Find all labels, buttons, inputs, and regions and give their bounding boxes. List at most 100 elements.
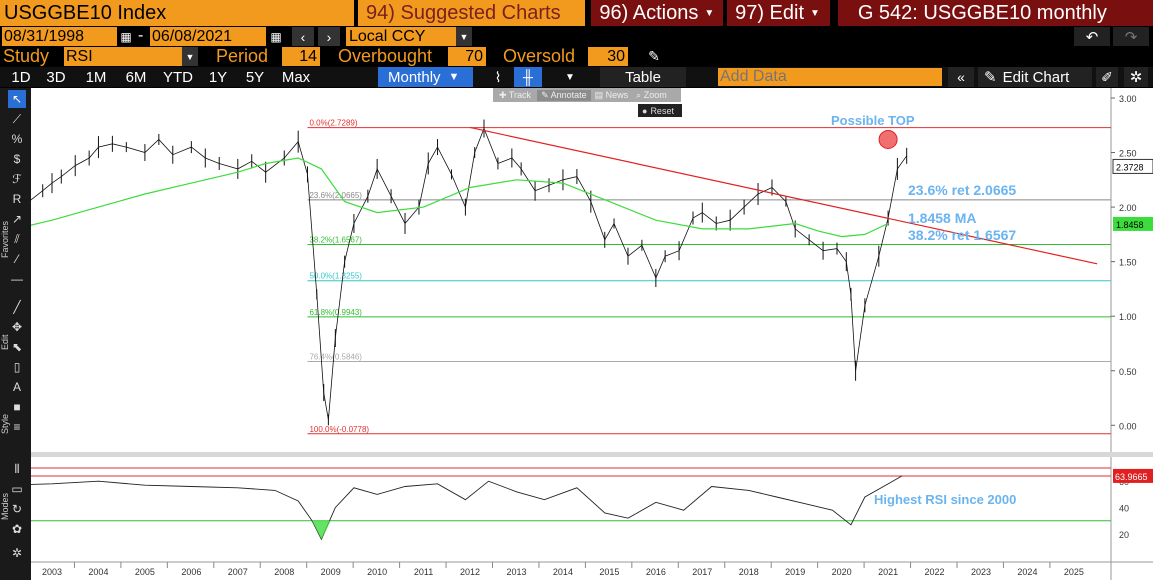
timeframe-ytd[interactable]: YTD xyxy=(163,68,193,86)
table-button[interactable]: Table xyxy=(600,67,686,87)
settings-gear-icon[interactable]: ✲ xyxy=(11,546,23,560)
timeframe-1m[interactable]: 1M xyxy=(85,68,107,86)
trend-line-icon[interactable]: ⟋ xyxy=(12,112,22,126)
move-icon[interactable]: ✥ xyxy=(11,320,23,334)
color-box-icon[interactable]: ■ xyxy=(13,400,21,414)
brush-icon[interactable]: ╱ xyxy=(13,300,21,314)
rsi-line xyxy=(31,475,903,541)
fib-label: 76.4%(0.5846) xyxy=(309,353,362,362)
edit-chart-button[interactable]: ✎ Edit Chart xyxy=(978,67,1092,87)
period-value: 14 xyxy=(299,47,317,65)
timeframe-max[interactable]: Max xyxy=(281,68,311,86)
refresh-icon[interactable]: ↻ xyxy=(11,502,23,516)
trendline xyxy=(469,126,1098,265)
chevron-down-icon[interactable]: ▼ xyxy=(456,27,472,46)
undo-icon[interactable]: ↶ xyxy=(1074,27,1110,46)
date-bar: 08/31/1998 ▦ - 06/08/2021 ▦ Local CCY ▼ … xyxy=(0,27,1153,46)
reset-button[interactable]: ● Reset xyxy=(638,104,682,117)
edit-layout-icon[interactable]: ✐ xyxy=(1096,67,1118,87)
percent-icon[interactable]: % xyxy=(11,132,23,146)
bar-chart-icon[interactable]: ╫ xyxy=(514,67,542,87)
pen-icon[interactable]: ✎ xyxy=(648,48,660,64)
oversold-input[interactable]: 30 xyxy=(588,47,628,66)
edit-label: 97) Edit xyxy=(735,1,805,24)
overbought-input[interactable]: 70 xyxy=(448,47,486,66)
timeframe-3d[interactable]: 3D xyxy=(46,68,66,86)
oversold-label: Oversold xyxy=(503,46,576,66)
add-data-input[interactable] xyxy=(718,68,942,86)
price-axis-label: 2.50 xyxy=(1119,149,1137,159)
actions-button[interactable]: 96) Actions ▼ xyxy=(591,0,724,26)
currency-select[interactable]: Local CCY xyxy=(346,27,456,46)
gear-icon[interactable]: ✲ xyxy=(1124,67,1148,87)
main-grid xyxy=(31,88,1153,580)
chevron-down-icon[interactable]: ▼ xyxy=(565,71,575,83)
end-date-input[interactable]: 06/08/2021 xyxy=(150,27,266,46)
time-axis-label: 2015 xyxy=(599,567,619,577)
study-select[interactable]: RSI xyxy=(64,47,182,66)
chevron-left-icon[interactable]: ‹ xyxy=(292,27,314,46)
time-axis-label: 2019 xyxy=(785,567,805,577)
ma-value-text: 1.8458 xyxy=(1116,220,1144,230)
trash-icon[interactable]: ▯ xyxy=(13,360,21,374)
start-date-input[interactable]: 08/31/1998 xyxy=(2,27,117,46)
calendar-icon[interactable]: ▦ xyxy=(120,29,132,44)
mode-popup: ✚ Track ✎ Annotate ▤ News ⌕ Zoom xyxy=(493,88,681,102)
rsi-axis-label: 20 xyxy=(1119,530,1129,540)
reset-label: Reset xyxy=(650,105,674,116)
timeframe-1y[interactable]: 1Y xyxy=(208,68,228,86)
ray-icon[interactable]: ⁄ xyxy=(15,252,18,266)
timeframe-1d[interactable]: 1D xyxy=(11,68,31,86)
overbought-label: Overbought xyxy=(338,46,433,66)
chevron-right-icon[interactable]: › xyxy=(318,27,340,46)
study-name-text: RSI xyxy=(66,47,93,65)
line-width-icon[interactable]: ≡ xyxy=(13,420,21,434)
chevron-down-icon[interactable]: ▼ xyxy=(182,47,198,66)
track-option[interactable]: ✚ Track xyxy=(499,89,532,100)
redo-icon[interactable]: ↷ xyxy=(1113,27,1149,46)
horizontal-line-icon[interactable]: ― xyxy=(11,272,23,286)
time-axis-label: 2013 xyxy=(506,567,526,577)
chevron-down-icon: ▼ xyxy=(810,7,820,19)
time-axis-label: 2022 xyxy=(925,567,945,577)
cursor-icon[interactable]: ↖ xyxy=(8,90,26,108)
timeframe-6m[interactable]: 6M xyxy=(125,68,147,86)
timeframe-buttons: 1D 3D 1M 6M YTD 1Y 5Y Max xyxy=(6,67,318,87)
zoom-label: Zoom xyxy=(643,89,667,100)
candle-icon[interactable]: ⦀ xyxy=(14,462,20,476)
time-axis-label: 2009 xyxy=(321,567,341,577)
ticker-field[interactable]: USGGBE10 Index xyxy=(0,0,355,26)
ma-value-tag xyxy=(1113,216,1153,231)
edit-button[interactable]: 97) Edit ▼ xyxy=(727,0,830,26)
price-chart[interactable]: 0.0%(2.7289) 23.6%(2.0665) 38.2%(1.6567) 50… xyxy=(31,88,1153,580)
retracement-icon[interactable]: R xyxy=(12,192,22,206)
line-chart-icon[interactable]: ⌇ xyxy=(494,68,502,85)
annotation-ma: 1.8458 MA xyxy=(908,210,976,226)
arrow-icon[interactable]: ↗ xyxy=(11,212,23,226)
suggested-charts-button[interactable]: 94) Suggested Charts xyxy=(358,0,586,26)
news-option[interactable]: ▤ News xyxy=(594,89,629,100)
channel-icon[interactable]: ⫽ xyxy=(14,232,20,246)
rsi-last-value: 63.9665 xyxy=(1115,472,1148,482)
calendar-icon[interactable]: ▦ xyxy=(270,29,282,44)
study-label: Study xyxy=(3,46,50,66)
annotate-option[interactable]: ✎ Annotate xyxy=(537,89,591,101)
frequency-select[interactable]: Monthly ▼ xyxy=(378,67,473,87)
fib-icon[interactable]: ℱ xyxy=(12,172,22,186)
palette-icon[interactable]: ✿ xyxy=(11,522,23,536)
time-axis-label: 2018 xyxy=(739,567,759,577)
period-input[interactable]: 14 xyxy=(282,47,320,66)
box-icon[interactable]: ▭ xyxy=(11,482,23,496)
select-icon[interactable]: ⬉ xyxy=(11,340,23,354)
text-icon[interactable]: A xyxy=(12,380,21,394)
double-chevron-left-icon[interactable]: « xyxy=(948,67,974,87)
annotations: Possible TOP 23.6% ret 2.0665 1.8458 MA38.… xyxy=(831,113,1016,507)
currency-text: Local CCY xyxy=(349,27,426,45)
time-axis-label: 2017 xyxy=(692,567,712,577)
zoom-option[interactable]: ⌕ Zoom xyxy=(636,89,667,100)
timeframe-5y[interactable]: 5Y xyxy=(245,68,265,86)
annotation-fib-236: 23.6% ret 2.0665 xyxy=(908,182,1016,198)
price-series xyxy=(31,119,908,426)
dollar-icon[interactable]: $ xyxy=(13,152,21,166)
price-axis-label: 1.00 xyxy=(1119,312,1137,322)
